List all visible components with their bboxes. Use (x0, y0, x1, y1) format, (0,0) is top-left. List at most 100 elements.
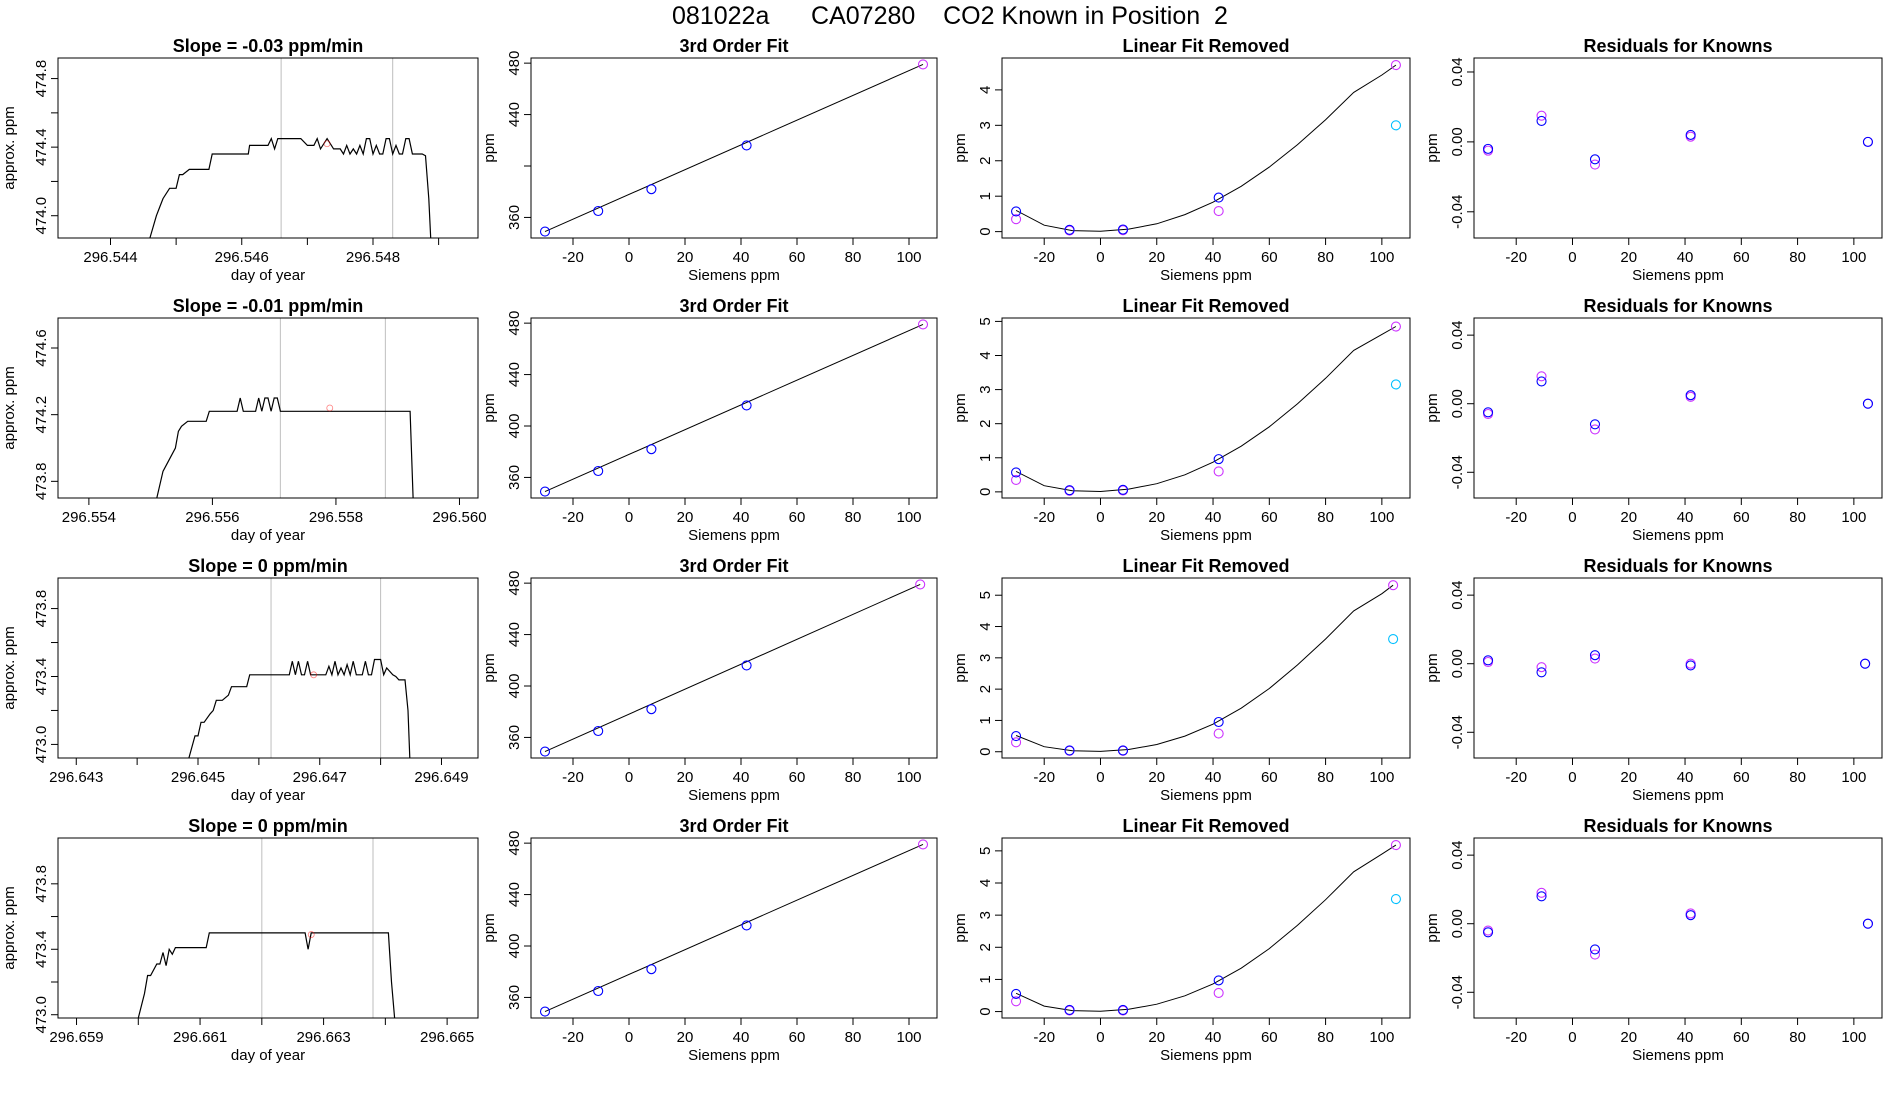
x-tick-label: 80 (1317, 509, 1334, 526)
fit-point (1862, 918, 1873, 929)
x-axis-label: Siemens ppm (688, 527, 780, 544)
fit-point (1064, 745, 1075, 756)
extra-point (1388, 633, 1399, 645)
x-tick-label: 80 (1789, 1029, 1806, 1046)
x-tick-label: 80 (1317, 769, 1334, 786)
panel-linear-removed-row-4: Linear Fit Removed -20 0 20 40 60 80 100 0 1 2 3 4 5 S… (952, 816, 1411, 1064)
x-tick-label: 0 (1096, 1029, 1104, 1046)
x-tick-label: 40 (1205, 1029, 1222, 1046)
y-tick-label: 0.04 (1449, 57, 1466, 86)
x-tick-label: 100 (1841, 249, 1866, 266)
x-tick-label: 40 (733, 769, 750, 786)
plot-frame (57, 317, 479, 499)
fit-point (1483, 927, 1494, 938)
y-tick-label: 1 (977, 716, 994, 724)
x-tick-label: 100 (1369, 509, 1394, 526)
y-tick-label: 400 (506, 673, 523, 698)
y-tick-label: 0.04 (1449, 841, 1466, 870)
y-axis-label: ppm (952, 133, 969, 162)
fit-point (1011, 731, 1022, 742)
panel-residuals-row-1: Residuals for Knowns -20 0 20 40 60 80 100 -0.04… (1424, 36, 1883, 284)
fit-point (539, 226, 551, 237)
fit-point (539, 486, 551, 497)
x-tick-label: 296.647 (293, 769, 347, 786)
fit-point (593, 465, 604, 477)
y-tick-label: 4 (977, 622, 994, 630)
fit-point (646, 444, 657, 455)
y-axis-label: ppm (1424, 393, 1441, 422)
x-tick-label: 60 (789, 249, 806, 266)
raw-point (1213, 987, 1224, 998)
y-tick-label: 480 (506, 311, 523, 336)
panel-title: Residuals for Knowns (1583, 296, 1772, 316)
raw-point (1589, 653, 1601, 664)
data-layer (544, 63, 924, 233)
x-tick-label: -20 (562, 769, 584, 786)
y-tick-label: -0.04 (1449, 715, 1466, 749)
x-tick-label: 20 (1148, 769, 1165, 786)
x-tick-label: 20 (677, 249, 694, 266)
fit-point (593, 985, 604, 997)
fit-line (544, 323, 924, 493)
x-tick-label: 20 (1620, 1029, 1637, 1046)
trace-line (137, 932, 396, 1018)
y-tick-label: 0 (977, 748, 994, 756)
x-tick-label: 0 (625, 509, 633, 526)
plot-frame (530, 57, 938, 239)
y-axis-label: ppm (952, 913, 969, 942)
x-tick-label: 40 (1205, 769, 1222, 786)
fit-point (1011, 988, 1022, 999)
x-tick-label: 20 (1620, 249, 1637, 266)
x-axis-label: day of year (231, 787, 305, 804)
y-tick-label: 3 (977, 121, 994, 129)
panel-trace-row-3: Slope = 0 ppm/min 296.643 296.645 296.647 29… (1, 556, 479, 804)
plot-frame (1473, 577, 1883, 759)
x-tick-label: 60 (1261, 769, 1278, 786)
fit-point (1860, 658, 1871, 669)
plot-frame (530, 317, 938, 499)
fit-point (1589, 944, 1601, 955)
x-tick-label: 60 (789, 769, 806, 786)
y-tick-label: 480 (506, 831, 523, 856)
fit-point (1064, 224, 1075, 235)
y-tick-label: 1 (977, 192, 994, 200)
x-tick-label: -20 (1505, 769, 1527, 786)
fit-point (1011, 206, 1022, 217)
y-axis-label: ppm (952, 393, 969, 422)
x-tick-label: 100 (1369, 1029, 1394, 1046)
plot-frame (530, 837, 938, 1019)
fit-point (1483, 407, 1494, 418)
fit-point (593, 725, 604, 737)
y-tick-label: 0 (977, 1007, 994, 1015)
x-tick-label: 100 (896, 769, 921, 786)
panel-fit-row-3: 3rd Order Fit -20 0 20 40 60 80 100 360 400 440 480… (481, 556, 938, 804)
y-tick-label: 474.4 (33, 128, 50, 166)
x-tick-label: 20 (1620, 769, 1637, 786)
panel-title: Slope = 0 ppm/min (188, 556, 348, 576)
x-tick-label: 296.558 (309, 509, 363, 526)
y-tick-label: -0.04 (1449, 975, 1466, 1009)
x-tick-label: 40 (733, 509, 750, 526)
x-tick-label: 0 (625, 249, 633, 266)
fit-point (1536, 667, 1547, 678)
raw-point (917, 319, 929, 330)
page-title: 081022a CA07280 CO2 Known in Position 2 (672, 2, 1228, 30)
fit-line (544, 583, 921, 753)
x-tick-label: 0 (1568, 509, 1576, 526)
y-tick-label: 440 (506, 882, 523, 907)
y-axis-label: approx. ppm (1, 366, 18, 449)
raw-point (1589, 159, 1601, 170)
x-tick-label: 80 (1317, 1029, 1334, 1046)
raw-point (1589, 949, 1601, 960)
raw-point (1536, 110, 1547, 121)
x-tick-label: 60 (1733, 769, 1750, 786)
fit-point (1011, 467, 1022, 478)
data-layer (544, 843, 924, 1013)
panel-fit-row-1: 3rd Order Fit -20 0 20 40 60 80 100 360 440 480 Sie… (481, 36, 938, 284)
panel-title: Linear Fit Removed (1122, 296, 1289, 316)
y-tick-label: 3 (977, 385, 994, 393)
x-axis-label: Siemens ppm (1160, 527, 1252, 544)
x-tick-label: 40 (1205, 509, 1222, 526)
panel-title: Linear Fit Removed (1122, 556, 1289, 576)
panel-title: Linear Fit Removed (1122, 36, 1289, 56)
